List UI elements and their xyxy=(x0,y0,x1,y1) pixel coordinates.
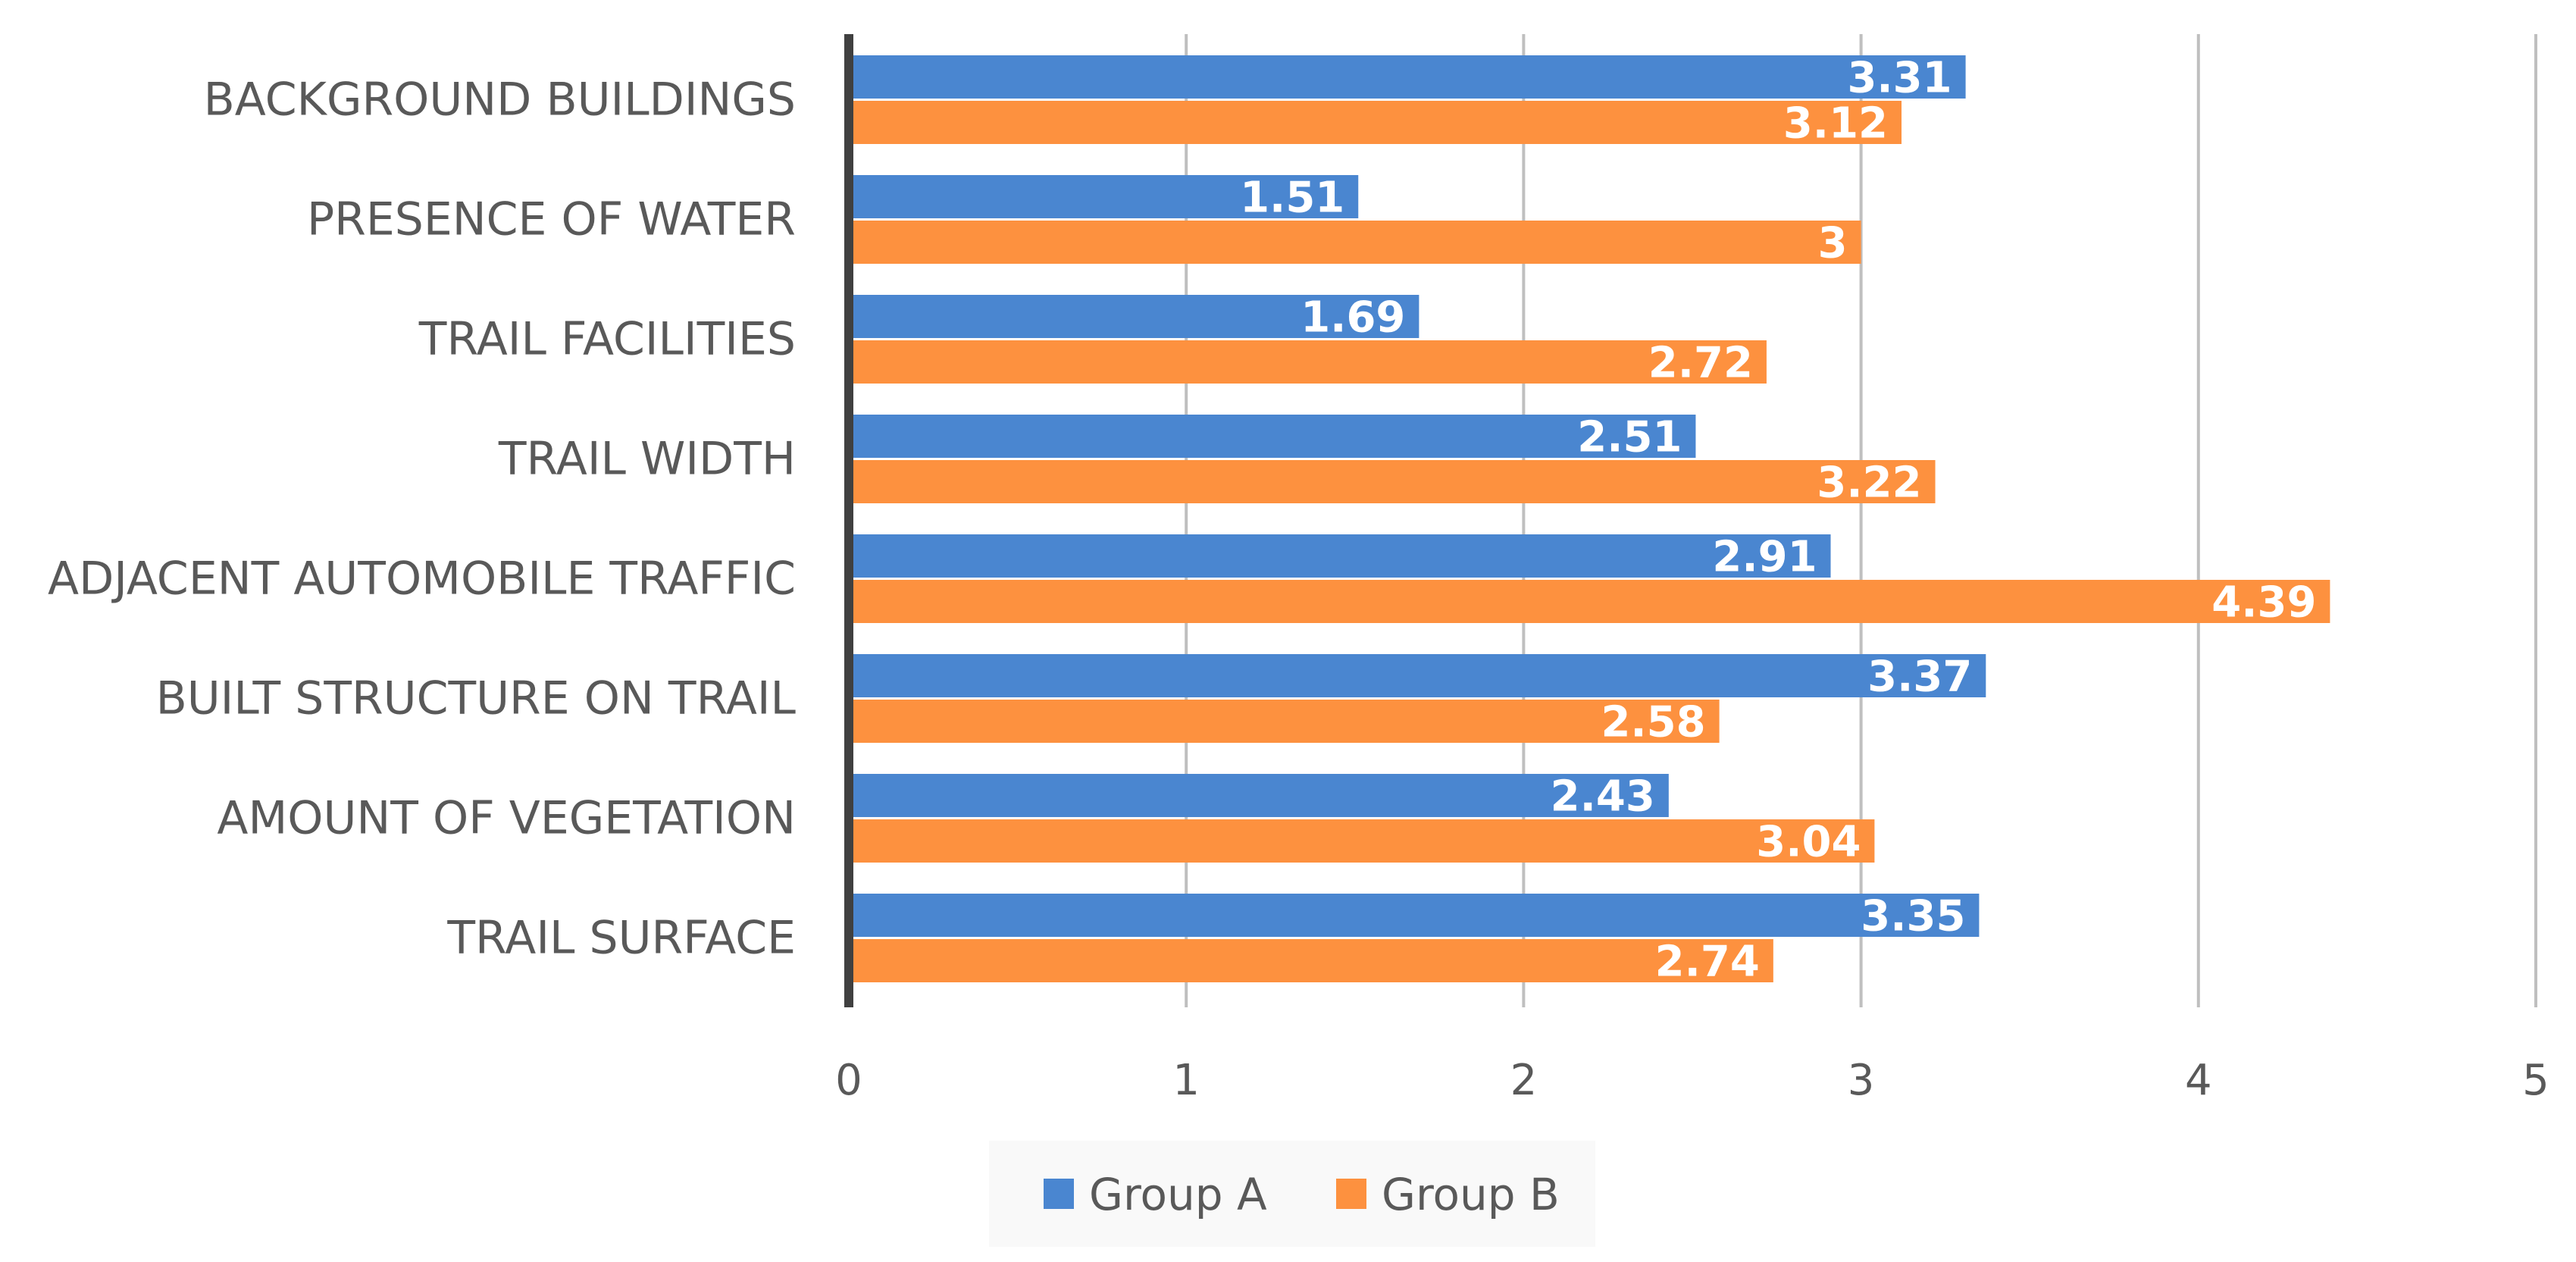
data-labels: 3.313.12 1.51 3 1.69 2.72 2.51 3.222.91 4.39 3.3… xyxy=(1240,54,2316,987)
legend-swatch xyxy=(1336,1179,1366,1209)
data-label: 3 xyxy=(1818,219,1848,268)
bar-group-b xyxy=(849,580,2330,623)
bar-group-a xyxy=(849,774,1669,817)
bar-group-a xyxy=(849,55,1966,99)
legend: Group A Group B xyxy=(989,1141,1595,1247)
bar-group-a xyxy=(849,534,1831,578)
bar-group-b xyxy=(849,221,1861,264)
data-label: 3.12 xyxy=(1783,99,1888,149)
bar-group-a xyxy=(849,295,1419,338)
data-label: 3.37 xyxy=(1867,653,1972,702)
x-tick-label: 2 xyxy=(1510,1056,1538,1105)
bar-group-a xyxy=(849,415,1696,458)
bar-group-b xyxy=(849,460,1936,503)
data-label: 3.31 xyxy=(1847,54,1952,103)
legend-label: Group B xyxy=(1382,1169,1560,1220)
category-label: TRAIL FACILITIES xyxy=(418,313,796,366)
bar-group-a xyxy=(849,894,1980,937)
category-label: ADJACENT AUTOMOBILE TRAFFIC xyxy=(48,553,796,606)
data-label: 1.69 xyxy=(1301,293,1405,343)
category-label: AMOUNT OF VEGETATION xyxy=(217,792,796,845)
bar-group-a xyxy=(849,175,1359,218)
data-label: 2.58 xyxy=(1601,698,1705,747)
x-tick-label: 5 xyxy=(2522,1056,2549,1105)
data-label: 2.91 xyxy=(1712,533,1817,582)
data-label: 2.74 xyxy=(1655,938,1760,987)
x-tick-label: 3 xyxy=(1848,1056,1875,1105)
bar-group-a xyxy=(849,654,1986,697)
data-label: 4.39 xyxy=(2211,578,2316,628)
data-label: 2.43 xyxy=(1551,772,1655,822)
data-label: 1.51 xyxy=(1240,174,1344,223)
bar-group-b xyxy=(849,340,1767,384)
bar-group-b xyxy=(849,101,1902,144)
data-label: 2.51 xyxy=(1577,413,1682,462)
category-label: TRAIL WIDTH xyxy=(498,433,796,486)
data-label: 2.72 xyxy=(1648,339,1753,388)
bar-group-b xyxy=(849,819,1875,863)
axes: 0 1 2 3 4 5 BACKGROUND BUILDINGS PRESENCE OF WA… xyxy=(48,34,2549,1105)
x-tick-label: 1 xyxy=(1172,1056,1200,1105)
bar-group-b xyxy=(849,700,1720,743)
data-label: 3.04 xyxy=(1756,818,1861,867)
category-label: TRAIL SURFACE xyxy=(446,912,796,965)
legend-box xyxy=(989,1141,1595,1247)
bars xyxy=(849,55,2330,982)
legend-label: Group A xyxy=(1089,1169,1267,1220)
category-label: PRESENCE OF WATER xyxy=(307,193,796,246)
data-label: 3.22 xyxy=(1817,459,1921,508)
legend-swatch xyxy=(1044,1179,1074,1209)
x-tick-label: 4 xyxy=(2185,1056,2212,1105)
bar-group-b xyxy=(849,939,1773,982)
x-tick-label: 0 xyxy=(835,1056,862,1105)
category-label: BACKGROUND BUILDINGS xyxy=(204,74,796,127)
data-label: 3.35 xyxy=(1861,892,1965,941)
category-label: BUILT STRUCTURE ON TRAIL xyxy=(156,672,797,725)
